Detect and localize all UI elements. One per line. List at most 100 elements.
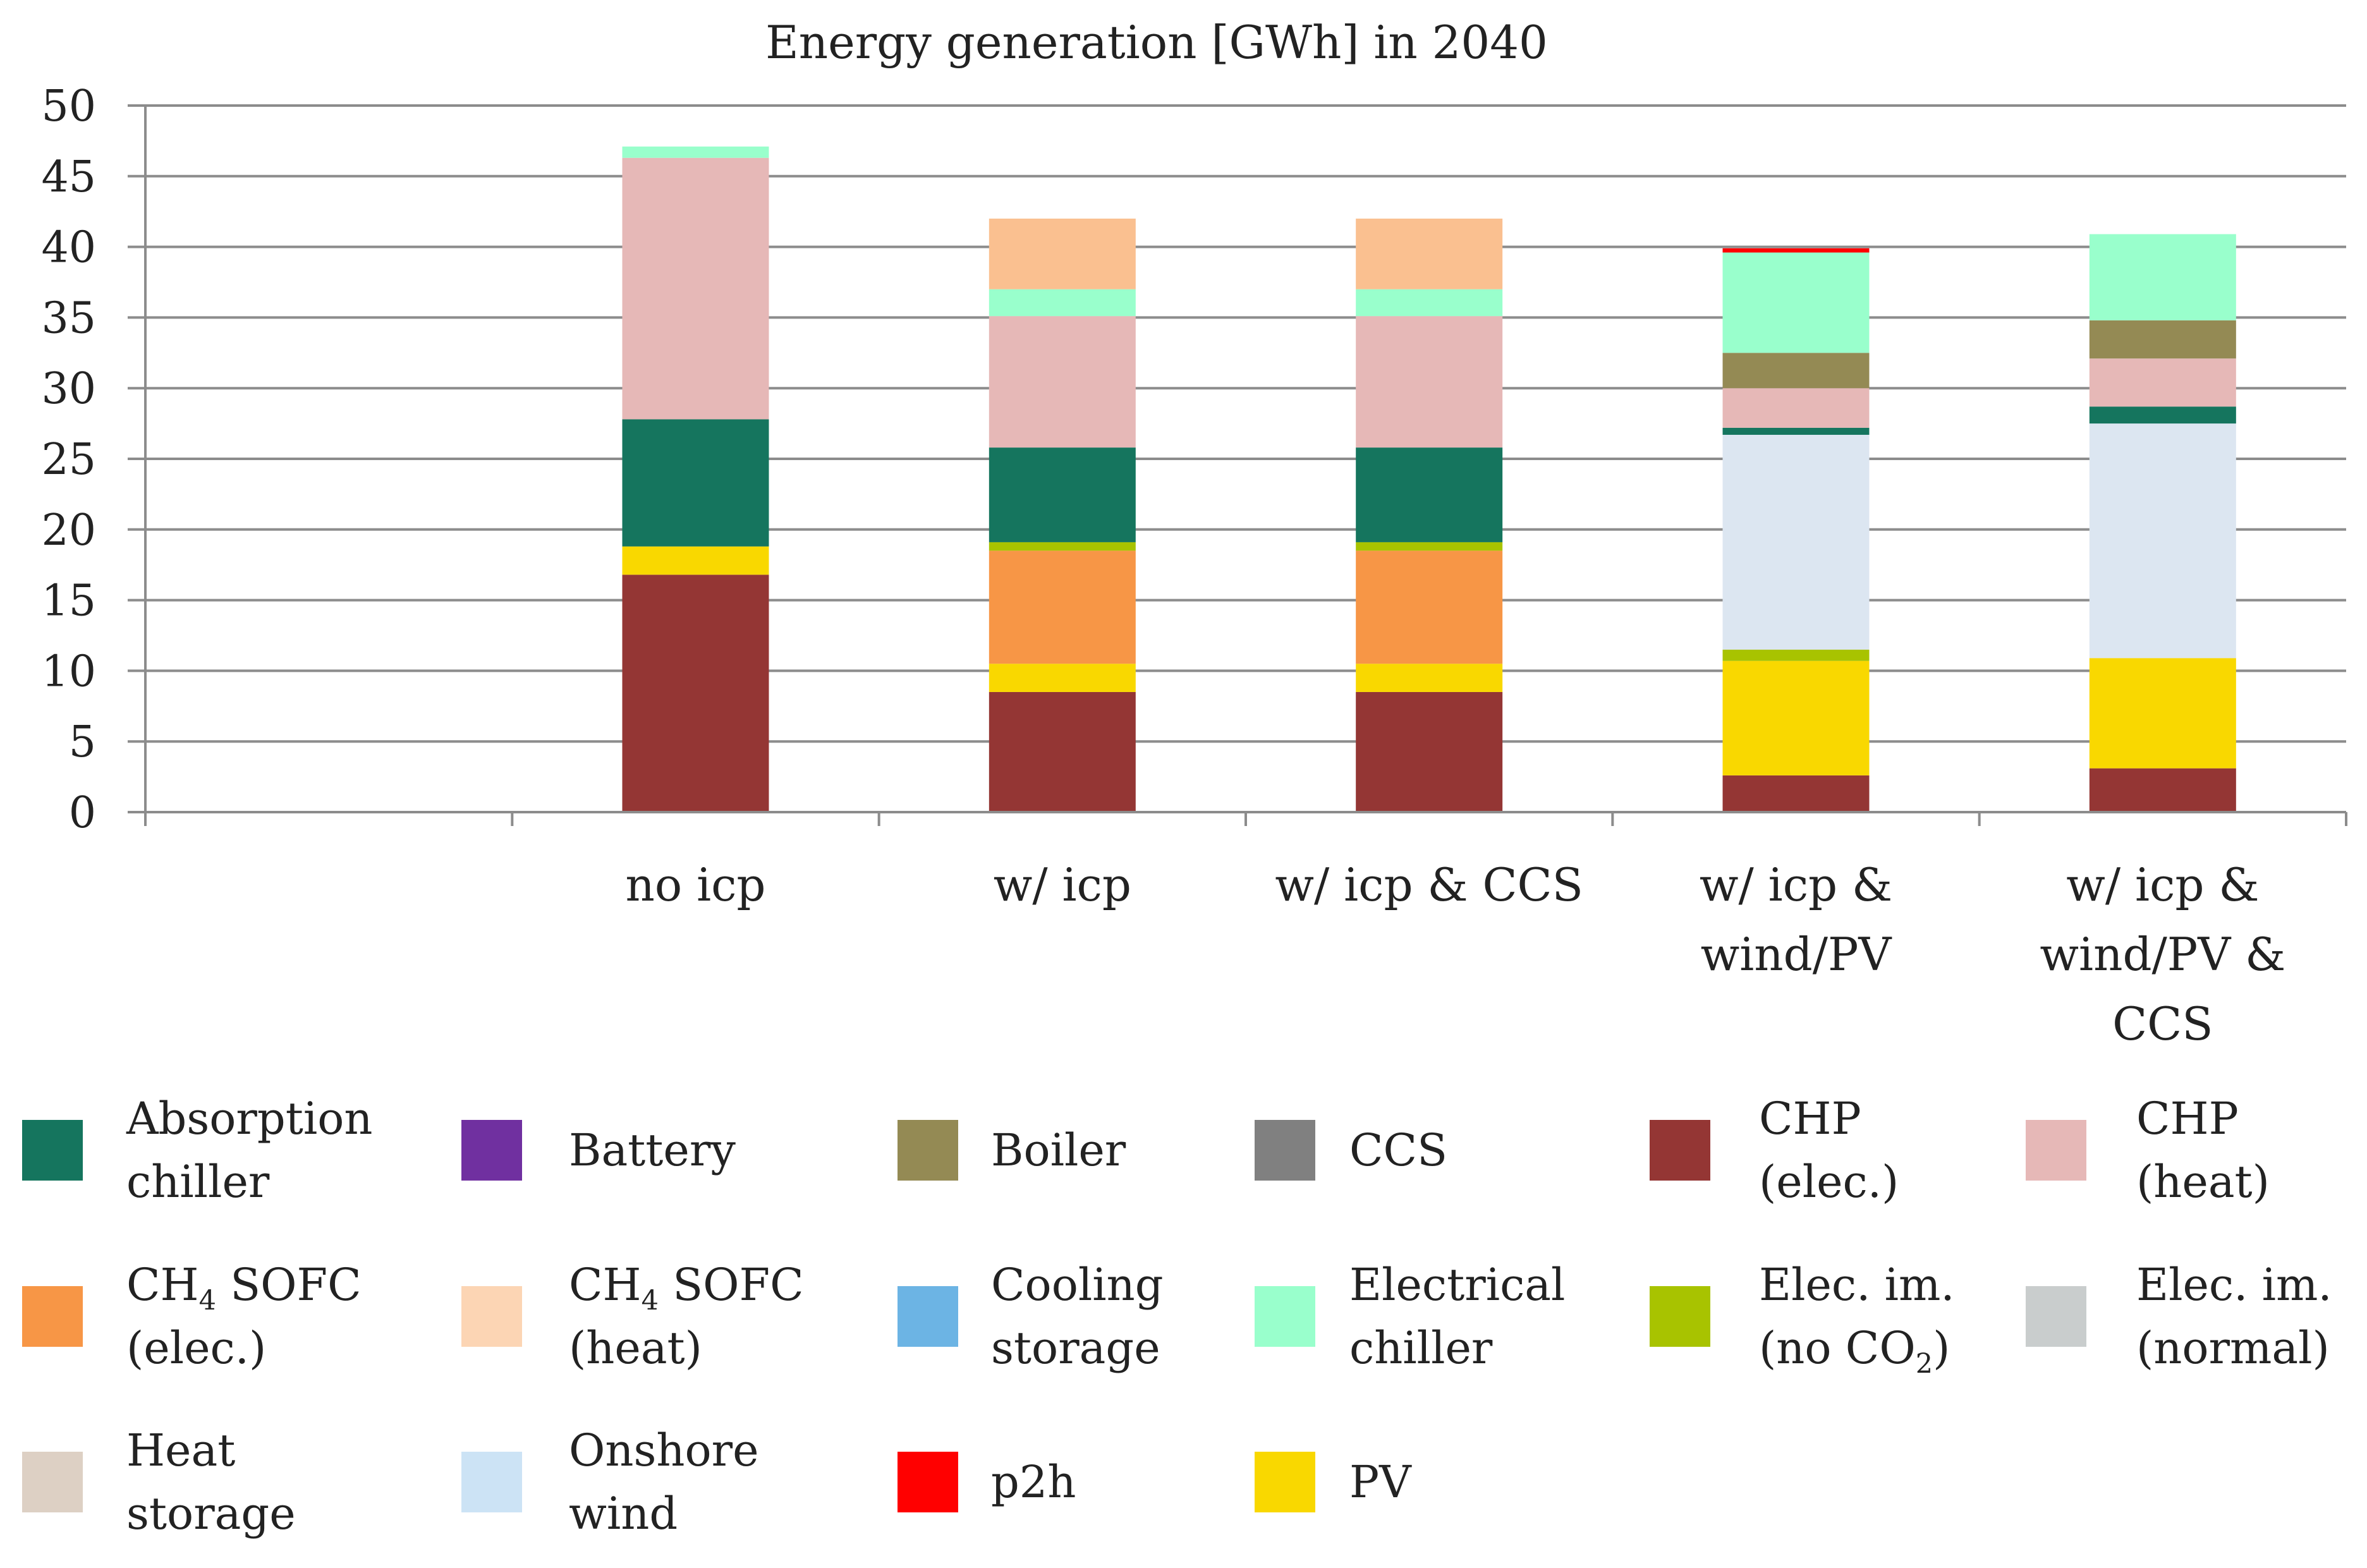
y-tick-label: 5 [69, 717, 96, 767]
x-tick-label: wind/PV & [2040, 928, 2285, 981]
legend-label-onshore-wind: wind [569, 1488, 678, 1540]
bars [622, 146, 2236, 812]
legend-swatch-elec-im-no-co2 [1650, 1286, 1710, 1347]
legend-label-ch4-sofc-elec: (elec.) [126, 1322, 266, 1374]
bar-segment-onshore-wind-w-icp-wind-pv-ccs [2089, 423, 2236, 659]
legend-label-ch4-sofc-elec: CH4 SOFC [126, 1259, 362, 1316]
y-tick-label: 10 [41, 647, 96, 696]
legend-swatch-cooling-storage [898, 1286, 958, 1347]
x-tick-label: CCS [2112, 997, 2213, 1050]
y-tick-label: 35 [41, 293, 96, 343]
bar-segment-absorption-chiller-w-icp-wind-pv-ccs [2089, 406, 2236, 424]
y-tick-label: 20 [41, 506, 96, 556]
legend-label-absorption-chiller: chiller [126, 1156, 270, 1208]
bar-segment-chp-heat-w-icp-ccs [1356, 316, 1503, 448]
y-tick-label: 0 [69, 788, 96, 838]
bar-segment-chp-heat-w-icp-wind-pv [1722, 388, 1870, 428]
legend-label-ch4-sofc-heat: CH4 SOFC [569, 1259, 804, 1316]
bar-segment-elec-im-no-co2-w-icp [989, 542, 1136, 551]
legend-label-electrical-chiller: Electrical [1349, 1259, 1565, 1311]
x-tick-label: w/ icp & [2066, 858, 2259, 911]
bar-segment-electrical-chiller-w-icp-ccs [1356, 289, 1503, 317]
y-tick-label: 15 [41, 576, 96, 626]
bar-segment-boiler-w-icp-wind-pv-ccs [2089, 320, 2236, 359]
x-tick-label: no icp [625, 858, 765, 911]
legend-label-heat-storage: Heat [126, 1425, 235, 1476]
legend-swatch-absorption-chiller [22, 1120, 83, 1181]
bar-segment-chp-elec-w-icp [989, 691, 1136, 812]
legend-swatch-battery [461, 1120, 522, 1181]
legend-swatch-boiler [898, 1120, 958, 1181]
bar-segment-chp-elec-no-icp [622, 574, 769, 812]
bar-segment-electrical-chiller-no-icp [622, 146, 769, 158]
legend-label-chp-heat: CHP [2136, 1093, 2239, 1145]
legend-label-p2h: p2h [991, 1456, 1076, 1508]
y-tick-label: 25 [41, 435, 96, 485]
bar-segment-chp-elec-w-icp-wind-pv [1722, 775, 1870, 812]
legend-label-chp-elec: CHP [1759, 1093, 1861, 1145]
legend-swatch-ch4-sofc-elec [22, 1286, 83, 1347]
legend-swatch-pv [1255, 1452, 1315, 1512]
bar-segment-chp-elec-w-icp-ccs [1356, 691, 1503, 812]
legend-label-battery: Battery [569, 1124, 736, 1176]
bar-segment-absorption-chiller-no-icp [622, 419, 769, 547]
bar-segment-chp-heat-no-icp [622, 157, 769, 420]
bar-segment-pv-w-icp [989, 664, 1136, 692]
x-tick-label: w/ icp [994, 858, 1131, 911]
legend-swatch-chp-heat [2026, 1120, 2086, 1181]
legend-label-cooling-storage: storage [991, 1322, 1160, 1374]
legend-label-ccs: CCS [1349, 1124, 1447, 1176]
bar-segment-absorption-chiller-w-icp [989, 447, 1136, 542]
legend-label-boiler: Boiler [991, 1124, 1126, 1176]
x-tick-label: wind/PV [1701, 928, 1893, 981]
legend-swatch-onshore-wind [461, 1452, 522, 1512]
legend-label-elec-im-no-co2: Elec. im. [1759, 1259, 1955, 1311]
legend-label-heat-storage: storage [126, 1488, 296, 1540]
bar-segment-p2h-w-icp-wind-pv [1722, 248, 1870, 253]
legend-label-elec-im-no-co2: (no CO2) [1759, 1322, 1950, 1380]
bar-segment-chp-heat-w-icp [989, 316, 1136, 448]
legend-swatch-elec-im-normal [2026, 1286, 2086, 1347]
bar-segment-ch4-sofc-heat-w-icp-ccs [1356, 218, 1503, 289]
gridlines [145, 104, 2346, 743]
legend-label-pv: PV [1349, 1456, 1412, 1508]
bar-segment-electrical-chiller-w-icp-wind-pv-ccs [2089, 234, 2236, 320]
legend-swatch-ch4-sofc-heat [461, 1286, 522, 1347]
bar-segment-electrical-chiller-w-icp-wind-pv [1722, 252, 1870, 353]
legend-swatch-electrical-chiller [1255, 1286, 1315, 1347]
legend-swatch-ccs [1255, 1120, 1315, 1181]
legend-label-elec-im-normal: Elec. im. [2136, 1259, 2332, 1311]
y-tick-label: 30 [41, 364, 96, 414]
bar-segment-pv-w-icp-wind-pv [1722, 660, 1870, 775]
bar-segment-ch4-sofc-elec-w-icp-ccs [1356, 550, 1503, 664]
bar-segment-pv-w-icp-wind-pv-ccs [2089, 658, 2236, 769]
legend-label-elec-im-normal: (normal) [2136, 1322, 2330, 1374]
bar-segment-onshore-wind-w-icp-wind-pv [1722, 434, 1870, 650]
legend-label-electrical-chiller: chiller [1349, 1322, 1493, 1374]
legend-label-absorption-chiller: Absorption [126, 1093, 372, 1145]
bar-segment-electrical-chiller-w-icp [989, 289, 1136, 317]
legend-label-ch4-sofc-heat: (heat) [569, 1322, 702, 1374]
bar-segment-absorption-chiller-w-icp-wind-pv [1722, 427, 1870, 435]
x-tick-label: w/ icp & [1700, 858, 1892, 911]
legend: Absorption chiller Battery Boiler CCS CHP (ele… [22, 1093, 2332, 1540]
legend-label-chp-elec: (elec.) [1759, 1156, 1899, 1208]
bar-segment-pv-no-icp [622, 546, 769, 575]
chart-title: Energy generation [GWh] in 2040 [765, 16, 1548, 69]
bar-segment-chp-elec-w-icp-wind-pv-ccs [2089, 768, 2236, 812]
bar-segment-pv-w-icp-ccs [1356, 664, 1503, 692]
bar-segment-absorption-chiller-w-icp-ccs [1356, 447, 1503, 542]
bar-segment-chp-heat-w-icp-wind-pv-ccs [2089, 358, 2236, 407]
y-tick-label: 45 [41, 152, 96, 202]
y-tick-label: 50 [41, 82, 96, 131]
legend-label-onshore-wind: Onshore [569, 1425, 759, 1476]
bar-segment-elec-im-no-co2-w-icp-wind-pv [1722, 649, 1870, 661]
legend-swatch-chp-elec [1650, 1120, 1710, 1181]
legend-swatch-p2h [898, 1452, 958, 1512]
x-tick-label: w/ icp & CCS [1275, 858, 1583, 911]
legend-label-chp-heat: (heat) [2136, 1156, 2270, 1208]
y-tick-label: 40 [41, 223, 96, 273]
